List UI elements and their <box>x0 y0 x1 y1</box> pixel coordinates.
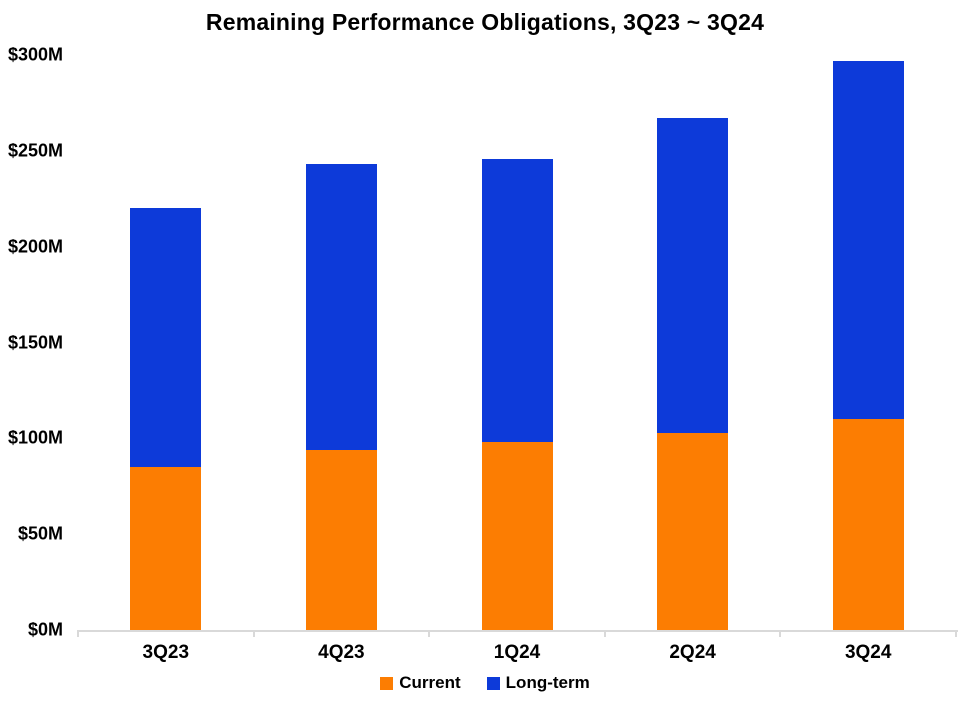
y-axis-tick-label: $0M <box>27 619 63 640</box>
chart-title: Remaining Performance Obligations, 3Q23 … <box>205 9 765 35</box>
x-axis-category-label: 1Q24 <box>493 642 541 663</box>
x-axis-tick <box>77 630 79 637</box>
y-axis-tick-label: $150M <box>7 332 63 352</box>
x-axis-tick <box>779 630 782 637</box>
bar-segment-current-1Q24 <box>481 442 553 630</box>
bar-segment-current-2Q24 <box>657 432 729 630</box>
bar-segment-current-3Q23 <box>130 467 202 630</box>
x-axis-category-label: 3Q24 <box>844 642 892 663</box>
bar-segment-current-4Q23 <box>305 449 377 630</box>
x-axis-tick <box>603 630 606 637</box>
bar-segment-long-term-3Q23 <box>130 208 202 468</box>
x-axis-category-label: 2Q24 <box>669 642 716 663</box>
legend-swatch-icon <box>380 676 394 690</box>
legend: Current Long-term <box>0 673 970 693</box>
bar-segment-long-term-1Q24 <box>481 158 553 443</box>
y-axis-tick-label: $300M <box>7 44 63 65</box>
y-axis-tick-label: $100M <box>7 427 63 448</box>
x-axis-category-label: 3Q23 <box>142 642 190 663</box>
y-axis-tick-label: $50M <box>17 523 63 544</box>
x-axis-line <box>78 630 958 632</box>
legend-label: Current <box>399 673 461 692</box>
x-axis-tick <box>955 630 957 637</box>
x-axis-category-label: 4Q23 <box>318 642 365 663</box>
x-axis-tick <box>252 630 255 637</box>
bar-segment-current-3Q24 <box>832 419 904 630</box>
legend-item-current: Current <box>380 673 461 693</box>
y-axis-tick-label: $250M <box>7 140 63 161</box>
bar-segment-long-term-3Q24 <box>832 60 904 420</box>
x-axis-tick <box>428 630 431 637</box>
y-axis-tick-label: $200M <box>7 236 63 257</box>
bar-segment-long-term-2Q24 <box>657 118 729 433</box>
legend-swatch-icon <box>486 676 500 690</box>
bar-segment-long-term-4Q23 <box>305 164 377 450</box>
legend-item-long-term: Long-term <box>486 673 590 693</box>
legend-label: Long-term <box>505 673 590 692</box>
